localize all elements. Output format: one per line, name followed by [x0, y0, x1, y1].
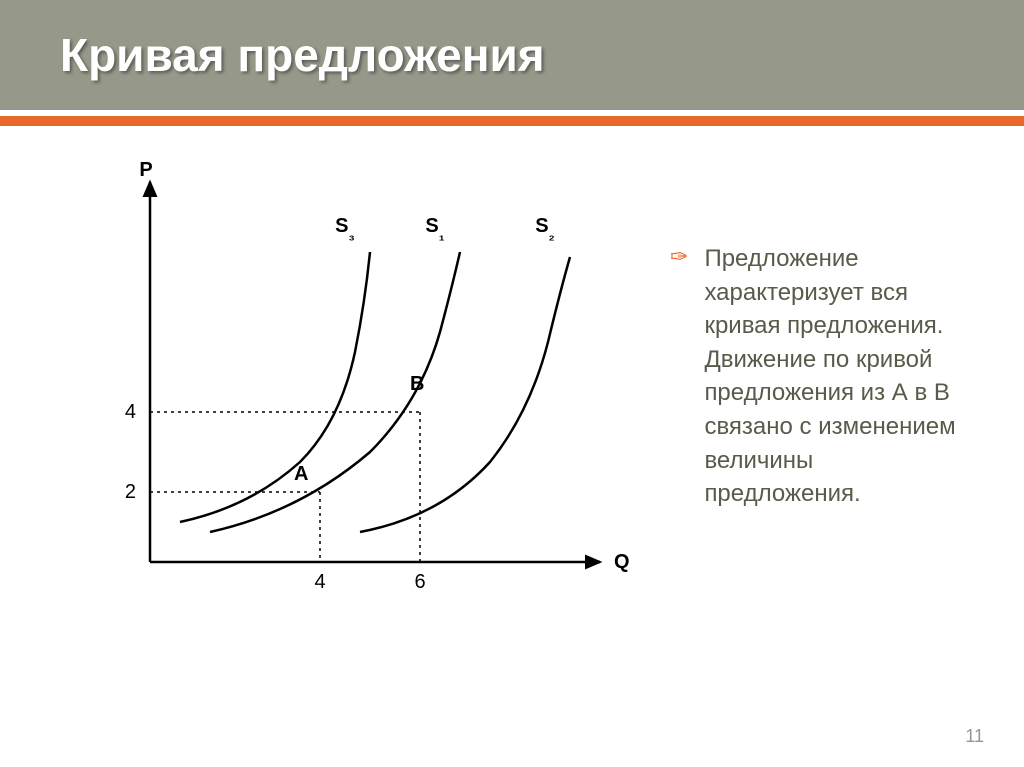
content-area: P Q 2 4 4 6 S₃ S₁ S₂ A B ✑ Предложение характеризу…: [0, 132, 1024, 637]
bullet-icon: ✑: [670, 242, 688, 272]
curve-label-S2: S₂: [535, 215, 555, 243]
curve-label-S3: S₃: [335, 215, 355, 243]
y-tick-label: 4: [125, 401, 136, 423]
x-tick-label: 6: [414, 571, 425, 593]
slide-title: Кривая предложения: [60, 28, 545, 82]
y-tick-label: 2: [125, 481, 136, 503]
text-column: ✑ Предложение характеризует вся кривая п…: [630, 162, 974, 637]
chart-svg: P Q 2 4 4 6 S₃ S₁ S₂ A B: [70, 162, 630, 632]
page-number: 11: [965, 726, 984, 747]
y-axis-label: P: [139, 162, 152, 181]
paragraph-text: Предложение характеризует вся кривая пре…: [704, 242, 974, 511]
curve-label-S1: S₁: [425, 215, 444, 243]
bullet-paragraph: ✑ Предложение характеризует вся кривая п…: [670, 242, 974, 511]
curve-S3: [180, 252, 370, 522]
accent-divider: [0, 116, 1024, 126]
curve-S2: [360, 257, 570, 532]
point-label-B: B: [410, 373, 424, 395]
x-tick-label: 4: [314, 571, 325, 593]
point-label-A: A: [294, 463, 308, 485]
header-band: Кривая предложения: [0, 0, 1024, 110]
supply-curve-chart: P Q 2 4 4 6 S₃ S₁ S₂ A B: [70, 162, 630, 637]
x-axis-label: Q: [614, 551, 630, 573]
